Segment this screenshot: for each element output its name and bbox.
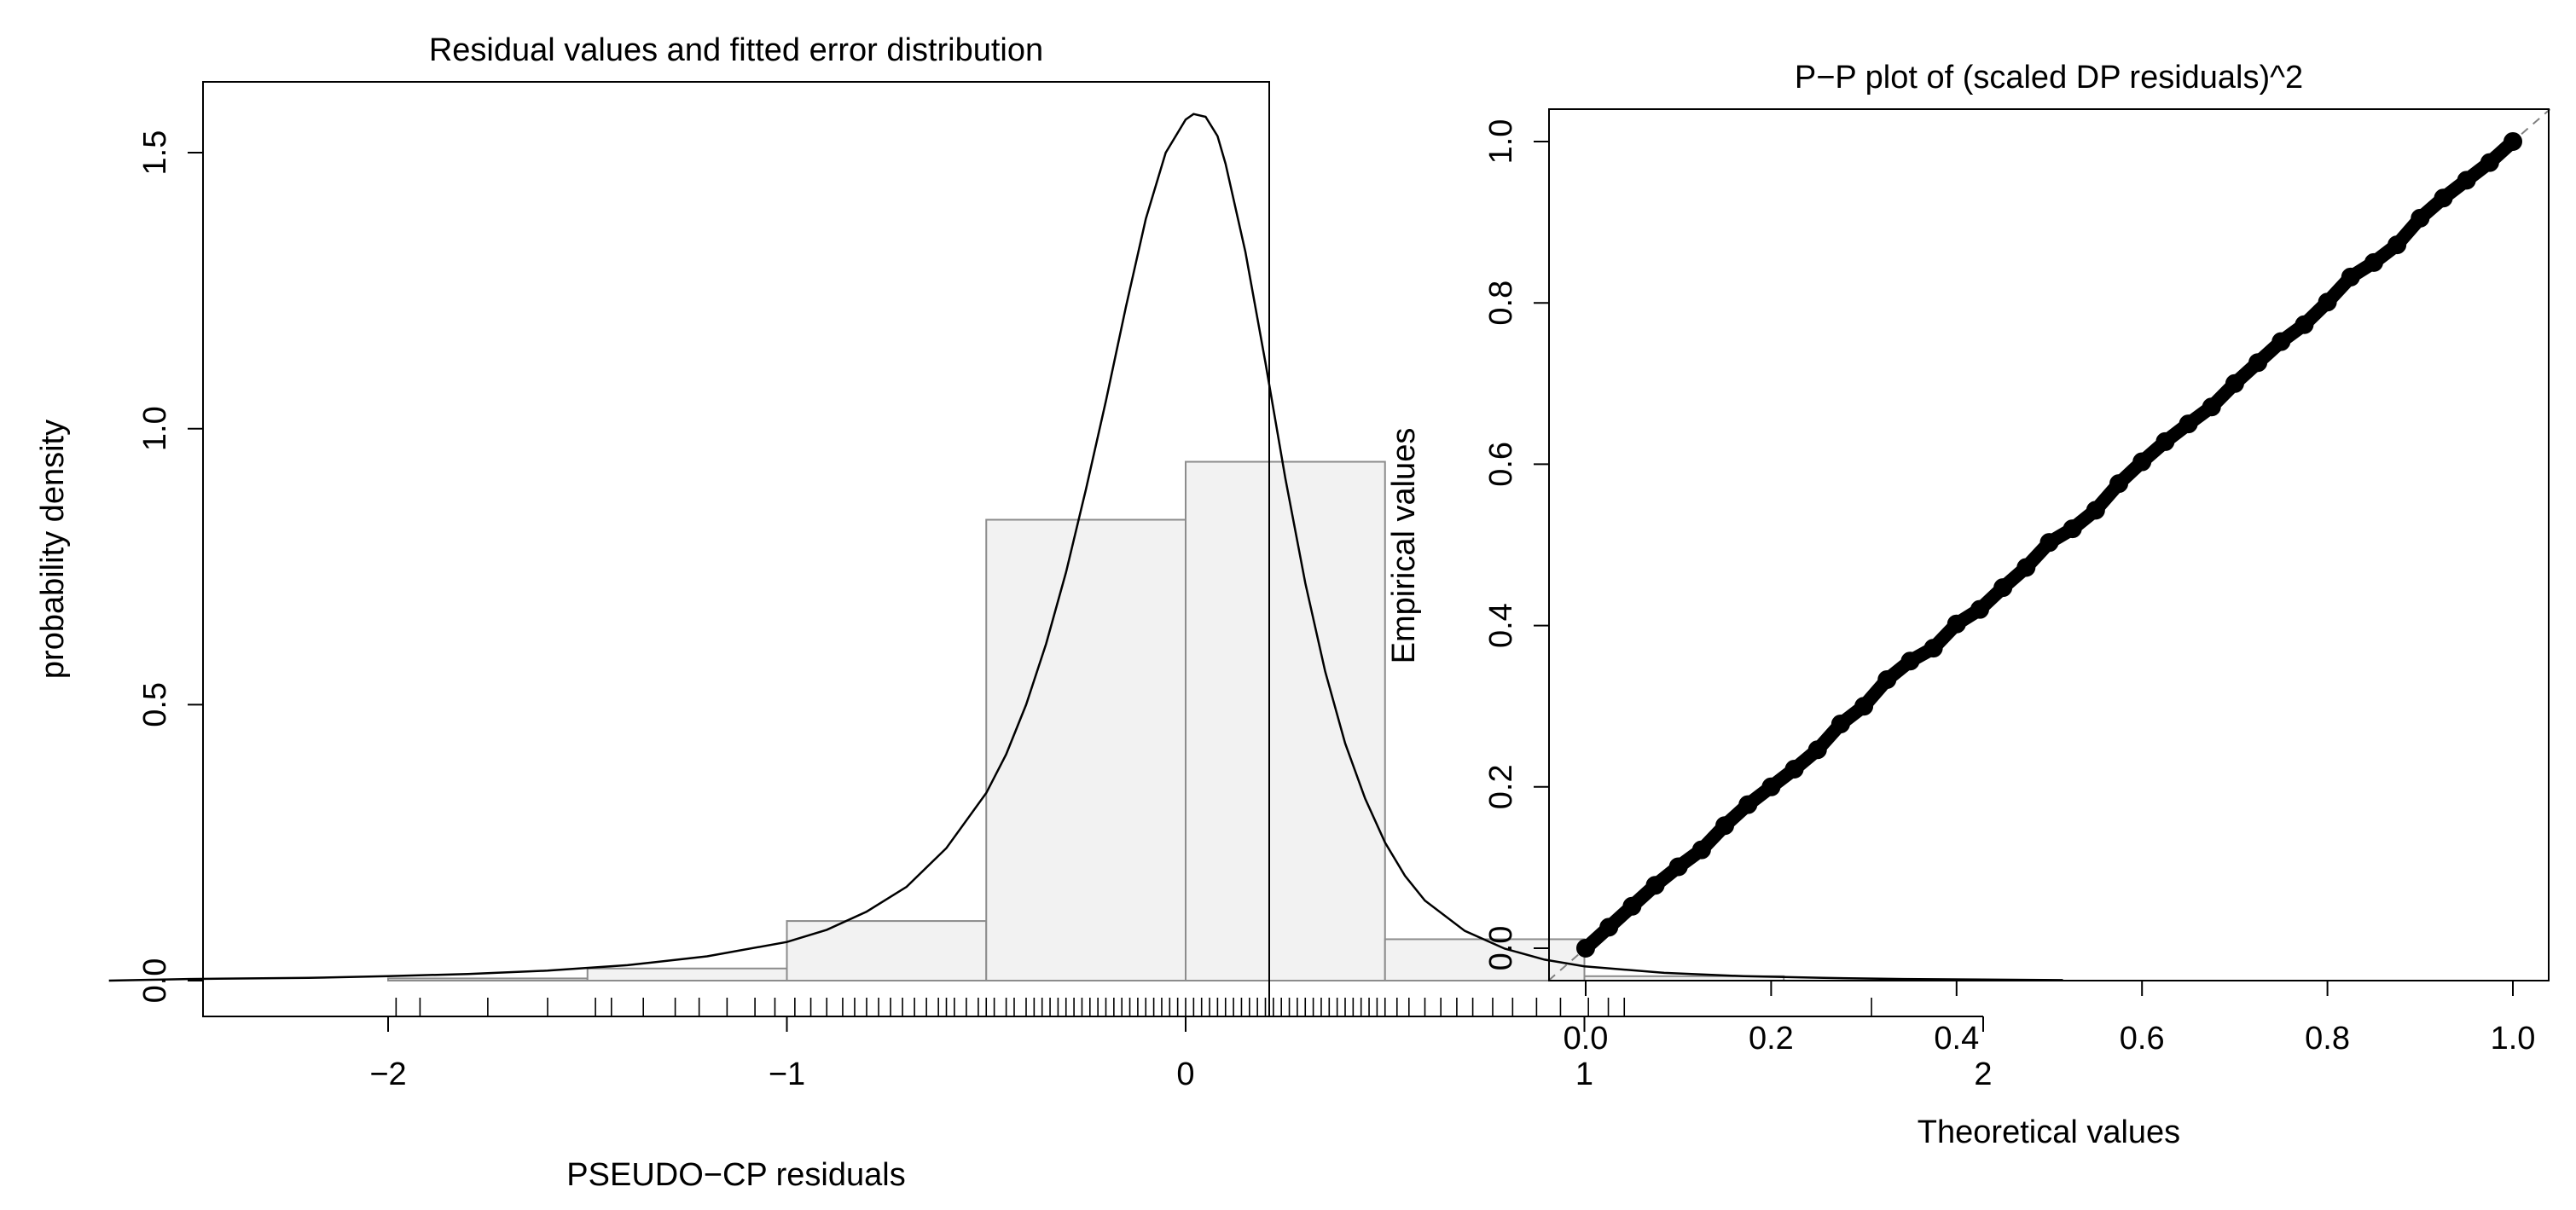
pp-point: [1923, 639, 1943, 658]
pp-point: [1738, 795, 1758, 814]
pp-point: [1970, 599, 1989, 619]
pp-point: [2364, 252, 2383, 272]
y-tick-label: 0.6: [1483, 442, 1519, 487]
y-tick-label: 1.0: [137, 406, 173, 451]
x-tick-label: 1.0: [2491, 1021, 2536, 1057]
histogram-bar: [586, 967, 788, 981]
pp-point: [1761, 777, 1781, 796]
pp-point: [2039, 533, 2059, 553]
y-axis-left: 0.0 0.5 1.0 1.5: [137, 130, 204, 1004]
y-tick-label: 0.4: [1483, 603, 1519, 648]
x-tick-label: 2: [1974, 1057, 1992, 1092]
pp-point: [1622, 896, 1642, 916]
y-tick-label: 0.0: [137, 958, 173, 1004]
histogram-bars: [387, 460, 1785, 982]
x-tick-label: 0.4: [1934, 1021, 1979, 1057]
x-axis-label-right: Theoretical values: [1917, 1114, 2180, 1150]
pp-point: [1576, 939, 1595, 958]
y-axis-label-right: Empirical values: [1386, 428, 1422, 664]
pp-point: [2387, 235, 2407, 255]
pp-point: [1830, 715, 1850, 734]
pp-point: [2179, 414, 2198, 434]
pp-point: [1645, 876, 1665, 895]
chart-title-right: P−P plot of (scaled DP residuals)^2: [1795, 60, 2303, 96]
rug-marks: [395, 998, 1872, 1016]
pp-points: [1579, 135, 2520, 955]
y-axis-label-left: probability density: [35, 420, 71, 679]
pp-point: [1784, 759, 1804, 779]
pp-point-marks: [1576, 132, 2522, 958]
chart-title-left: Residual values and fitted error distrib…: [429, 32, 1043, 68]
pp-point: [1947, 614, 1966, 634]
pp-point: [2434, 188, 2453, 208]
pp-point: [2457, 171, 2476, 190]
x-tick-label: 0.2: [1749, 1021, 1794, 1057]
x-tick-label: 0.8: [2305, 1021, 2350, 1057]
pp-point: [1900, 651, 1920, 671]
pp-point: [1854, 697, 1874, 716]
pp-point: [2411, 208, 2430, 228]
pp-point: [1691, 840, 1711, 860]
histogram-bar: [1185, 460, 1386, 981]
y-tick-label: 1.5: [137, 130, 173, 176]
x-tick-label: 1: [1575, 1057, 1593, 1092]
pp-point: [1993, 578, 2013, 598]
y-tick-label: 0.5: [137, 682, 173, 727]
pp-point: [1807, 740, 1827, 760]
pp-point: [2480, 153, 2499, 172]
pp-point: [1668, 857, 1688, 877]
pp-point: [1715, 816, 1735, 836]
x-tick-label: 0: [1176, 1057, 1194, 1092]
pp-point: [2086, 501, 2105, 520]
pp-point: [2132, 452, 2152, 472]
histogram-bar: [786, 920, 988, 981]
pp-plot-chart: 0.0 0.2 0.4 0.6 0.8 1.0 0.0 0.2 0.4 0.6 0.8 1.0 P−…: [1386, 60, 2551, 1150]
pp-point: [2063, 519, 2082, 539]
pp-point: [2109, 474, 2129, 494]
y-tick-label: 1.0: [1483, 119, 1519, 165]
pp-point: [2016, 558, 2036, 577]
x-tick-label: −1: [769, 1057, 805, 1092]
pp-point: [2225, 373, 2244, 393]
histogram-chart: −2 −1 0 1 2 0.0 0.5 1.0 1.5 Residual values and…: [35, 32, 2063, 1193]
x-tick-label: 0.0: [1564, 1021, 1609, 1057]
histogram-bar: [985, 518, 1186, 981]
y-tick-label: 0.2: [1483, 764, 1519, 809]
x-axis-label-left: PSEUDO−CP residuals: [566, 1157, 905, 1193]
pp-point: [2202, 397, 2221, 417]
x-tick-label: −2: [369, 1057, 406, 1092]
pp-point: [2155, 431, 2175, 451]
pp-point: [2295, 315, 2314, 334]
x-axis-left: −2 −1 0 1 2: [369, 1016, 1993, 1092]
pp-point: [2248, 353, 2268, 373]
pp-point: [1599, 918, 1619, 937]
pp-point: [2503, 132, 2522, 151]
pp-point: [2271, 332, 2291, 351]
fitted-density-curve: [108, 113, 2063, 982]
x-tick-label: 0.6: [2120, 1021, 2165, 1057]
y-axis-right: 0.0 0.2 0.4 0.6 0.8 1.0: [1483, 119, 1550, 971]
y-tick-label: 0.0: [1483, 926, 1519, 971]
x-axis-right: 0.0 0.2 0.4 0.6 0.8 1.0: [1564, 980, 2536, 1057]
histogram-bar: [387, 977, 589, 981]
y-tick-label: 0.8: [1483, 281, 1519, 326]
pp-point: [2341, 267, 2360, 287]
pp-point: [1877, 669, 1897, 689]
pp-point: [2318, 292, 2337, 312]
